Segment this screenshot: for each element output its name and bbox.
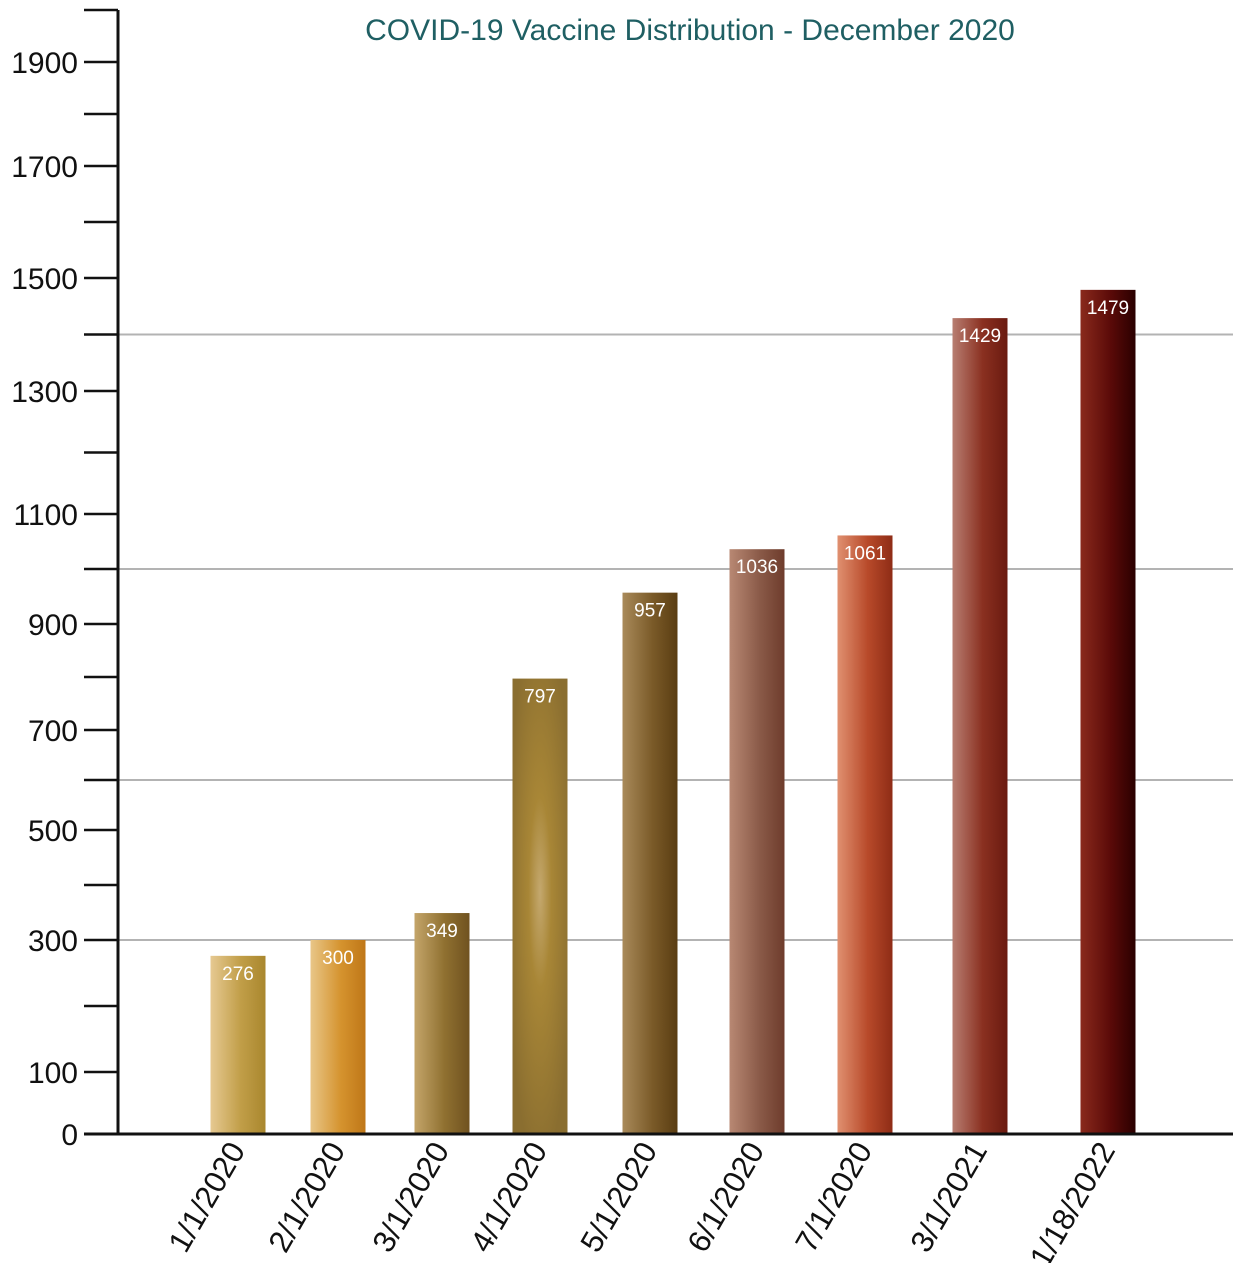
y-tick-label: 1900 bbox=[11, 47, 78, 80]
x-tick-label: 3/1/2021 bbox=[903, 1136, 994, 1258]
chart-title: COVID-19 Vaccine Distribution - December… bbox=[365, 14, 1015, 47]
bar-value-label: 300 bbox=[322, 948, 354, 969]
bar bbox=[210, 955, 266, 1134]
bar bbox=[622, 592, 678, 1134]
bar bbox=[310, 940, 366, 1134]
bar-value-label: 797 bbox=[524, 687, 556, 708]
value-labels: 276 300 349 797 957 1036 1061 1429 1479 bbox=[222, 298, 1129, 985]
y-tick-label: 300 bbox=[28, 925, 78, 958]
bar-value-label: 349 bbox=[426, 921, 458, 942]
y-tick-label: 100 bbox=[28, 1057, 78, 1090]
x-tick-label: 4/1/2020 bbox=[463, 1136, 554, 1258]
bar bbox=[952, 318, 1008, 1134]
bar-value-label: 1036 bbox=[736, 557, 778, 578]
axes bbox=[84, 10, 1233, 1136]
y-tick-label: 1700 bbox=[11, 151, 78, 184]
bar-value-label: 1479 bbox=[1087, 298, 1129, 319]
y-ticks: 0 100 300 500 700 900 1100 1300 1500 1700 1900 bbox=[11, 8, 118, 1152]
bars bbox=[210, 289, 1136, 1134]
bar-value-label: 1429 bbox=[959, 326, 1001, 347]
x-tick-label: 6/1/2020 bbox=[680, 1136, 771, 1258]
x-tick-label: 1/18/2022 bbox=[1023, 1136, 1122, 1263]
x-tick-label: 7/1/2020 bbox=[788, 1136, 879, 1258]
bar bbox=[414, 913, 470, 1134]
bar bbox=[837, 535, 893, 1134]
y-tick-label: 900 bbox=[28, 609, 78, 642]
x-tick-label: 5/1/2020 bbox=[573, 1136, 664, 1258]
x-tick-labels: 1/1/2020 2/1/2020 3/1/2020 4/1/2020 5/1/2020… bbox=[161, 1136, 1122, 1263]
y-tick-label: 0 bbox=[61, 1119, 78, 1152]
y-tick-label: 1300 bbox=[11, 376, 78, 409]
bar-value-label: 957 bbox=[634, 601, 666, 622]
bar-value-label: 276 bbox=[222, 964, 254, 985]
x-tick-label: 3/1/2020 bbox=[365, 1136, 456, 1258]
bar bbox=[729, 549, 785, 1134]
y-tick-label: 500 bbox=[28, 815, 78, 848]
y-tick-label: 1500 bbox=[11, 263, 78, 296]
bar bbox=[512, 678, 568, 1134]
bar-value-label: 1061 bbox=[844, 543, 886, 564]
x-tick-label: 1/1/2020 bbox=[161, 1136, 252, 1258]
bar bbox=[1080, 289, 1136, 1134]
y-tick-label: 700 bbox=[28, 715, 78, 748]
y-tick-label: 1100 bbox=[13, 499, 78, 532]
x-tick-label: 2/1/2020 bbox=[261, 1136, 352, 1258]
